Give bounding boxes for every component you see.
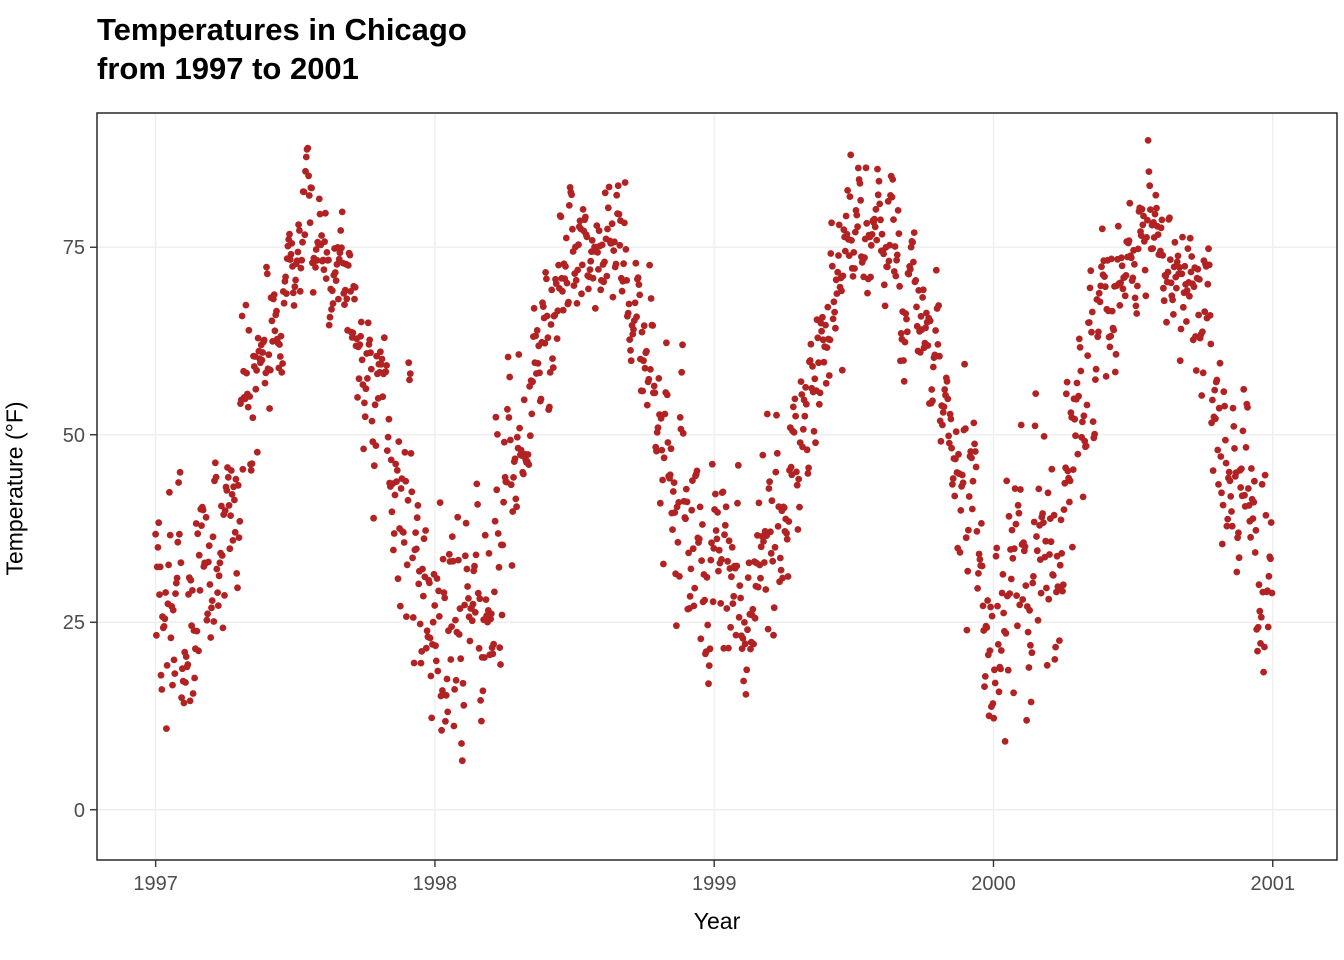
x-tick-label: 2000 <box>971 873 1016 895</box>
x-tick-label: 1998 <box>412 873 458 895</box>
x-tick-label: 1999 <box>691 873 737 895</box>
x-axis-label: Year <box>693 908 741 934</box>
y-tick-label: 0 <box>73 799 85 822</box>
scatter-points <box>152 137 1276 765</box>
chart-title-line2: from 1997 to 2001 <box>97 51 359 87</box>
y-tick-label: 50 <box>62 424 85 447</box>
x-tick-label: 1997 <box>133 873 178 895</box>
y-axis-label: Temperature (°F) <box>1 401 28 576</box>
panel-border <box>96 112 1338 861</box>
chart-title: Temperatures in Chicago from 1997 to 200… <box>97 10 467 88</box>
x-tick-label: 2001 <box>1250 873 1296 895</box>
chart-title-line1: Temperatures in Chicago <box>97 12 467 47</box>
y-tick-label: 75 <box>62 237 85 260</box>
y-tick-label: 25 <box>62 612 85 635</box>
